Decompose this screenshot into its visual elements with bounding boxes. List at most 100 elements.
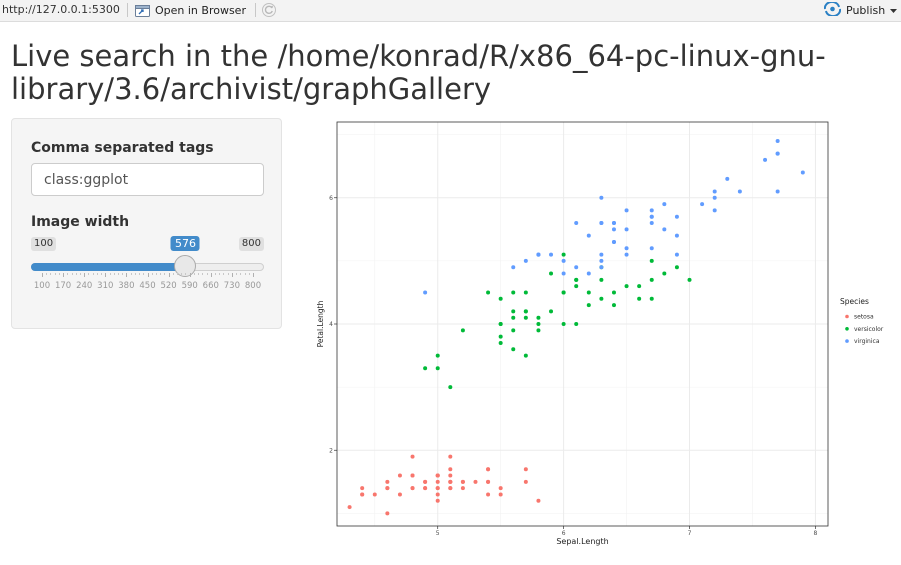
data-point-setosa	[473, 479, 478, 484]
slider-minor-tick	[79, 273, 81, 275]
slider-min-label: 100	[31, 237, 57, 251]
image-width-slider[interactable]: 100 800 576 100 170 240 310 380 450 520 590 660 7…	[31, 235, 264, 295]
data-point-virginica	[549, 252, 554, 257]
data-point-virginica	[763, 157, 768, 162]
data-point-virginica	[649, 246, 654, 251]
data-point-setosa	[410, 454, 415, 459]
data-point-setosa	[486, 479, 491, 484]
slider-tick	[189, 273, 191, 277]
refresh-icon[interactable]	[261, 2, 277, 18]
data-point-virginica	[611, 239, 616, 244]
slider-tick	[63, 273, 65, 277]
slider-tick-label: 800	[244, 281, 262, 291]
slider-minor-tick	[117, 273, 119, 275]
slider-minor-tick	[155, 273, 157, 275]
y-tick-label: 2	[329, 447, 333, 454]
data-point-versicolor	[586, 290, 591, 295]
data-point-versicolor	[637, 296, 642, 301]
data-point-versicolor	[498, 340, 503, 345]
slider-minor-tick	[193, 273, 195, 275]
slider-tick-label: 730	[223, 281, 241, 291]
data-point-virginica	[599, 265, 604, 270]
slider-minor-tick	[236, 273, 238, 275]
slider-minor-tick	[67, 273, 69, 275]
data-point-virginica	[775, 189, 780, 194]
data-point-virginica	[649, 208, 654, 213]
slider-minor-tick	[130, 273, 132, 275]
data-point-virginica	[712, 189, 717, 194]
slider-tick-label: 590	[181, 281, 198, 291]
slider-tick	[168, 273, 170, 277]
publish-label: Publish	[846, 3, 886, 17]
data-point-setosa	[372, 492, 377, 497]
page-title: Live search in the /home/konrad/R/x86_64…	[11, 39, 826, 106]
x-axis-label: Sepal.Length	[556, 537, 608, 546]
slider-minor-tick	[181, 273, 183, 275]
slider-minor-tick	[223, 273, 225, 275]
legend-label-versicolor: versicolor	[854, 326, 884, 333]
data-point-versicolor	[599, 277, 604, 282]
data-point-virginica	[662, 227, 667, 232]
url-text: http://127.0.0.1:5300	[2, 3, 120, 16]
slider-minor-tick	[139, 273, 141, 275]
data-point-virginica	[611, 221, 616, 225]
data-point-setosa	[486, 492, 491, 497]
data-point-versicolor	[511, 290, 516, 295]
slider-minor-tick	[177, 273, 179, 275]
data-point-virginica	[599, 252, 604, 257]
data-point-setosa	[460, 486, 465, 491]
data-point-virginica	[624, 246, 629, 251]
data-point-versicolor	[561, 252, 566, 257]
open-in-browser-button[interactable]: Open in Browser	[135, 2, 246, 18]
data-point-setosa	[385, 479, 390, 484]
data-point-virginica	[700, 202, 705, 207]
slider-tick	[126, 273, 128, 277]
slider-tick	[42, 273, 43, 277]
slider-minor-tick	[248, 273, 250, 275]
data-point-virginica	[712, 195, 717, 200]
data-point-virginica	[725, 176, 730, 181]
data-point-versicolor	[687, 277, 692, 282]
x-tick-label: 8	[813, 530, 817, 537]
data-point-setosa	[423, 486, 428, 491]
slider-minor-tick	[160, 273, 162, 275]
data-point-versicolor	[523, 315, 528, 320]
slider-fill	[31, 263, 186, 271]
slider-minor-tick	[122, 273, 124, 275]
data-point-setosa	[498, 486, 503, 491]
data-point-setosa	[448, 454, 453, 459]
legend-key-versicolor	[845, 327, 849, 331]
legend-title: Species	[840, 297, 869, 306]
legend-label-setosa: setosa	[854, 314, 874, 321]
data-point-versicolor	[523, 290, 528, 295]
data-point-versicolor	[637, 284, 642, 289]
slider-tick-label: 170	[54, 281, 72, 291]
data-point-setosa	[486, 467, 491, 472]
data-point-virginica	[649, 214, 654, 219]
data-point-setosa	[435, 479, 440, 484]
data-point-versicolor	[561, 322, 566, 326]
slider-tick	[210, 273, 212, 277]
data-point-virginica	[574, 221, 579, 225]
slider-minor-tick	[101, 273, 103, 275]
data-point-virginica	[599, 221, 604, 225]
x-tick-label: 5	[436, 530, 440, 537]
tags-input[interactable]	[31, 163, 264, 196]
data-point-versicolor	[574, 322, 579, 326]
data-point-setosa	[385, 511, 390, 516]
slider-minor-tick	[109, 273, 111, 275]
slider-handle[interactable]	[174, 255, 197, 277]
slider-minor-tick	[240, 273, 242, 275]
data-point-virginica	[599, 195, 604, 200]
data-point-virginica	[775, 151, 780, 156]
data-point-versicolor	[674, 265, 679, 270]
publish-button[interactable]: Publish	[823, 0, 898, 18]
toolbar-divider	[255, 3, 256, 17]
data-point-setosa	[347, 505, 352, 510]
data-point-setosa	[448, 467, 453, 472]
data-point-versicolor	[662, 271, 667, 276]
data-point-setosa	[410, 473, 415, 478]
data-point-versicolor	[649, 258, 654, 263]
data-point-versicolor	[448, 385, 453, 390]
data-point-versicolor	[536, 315, 541, 320]
